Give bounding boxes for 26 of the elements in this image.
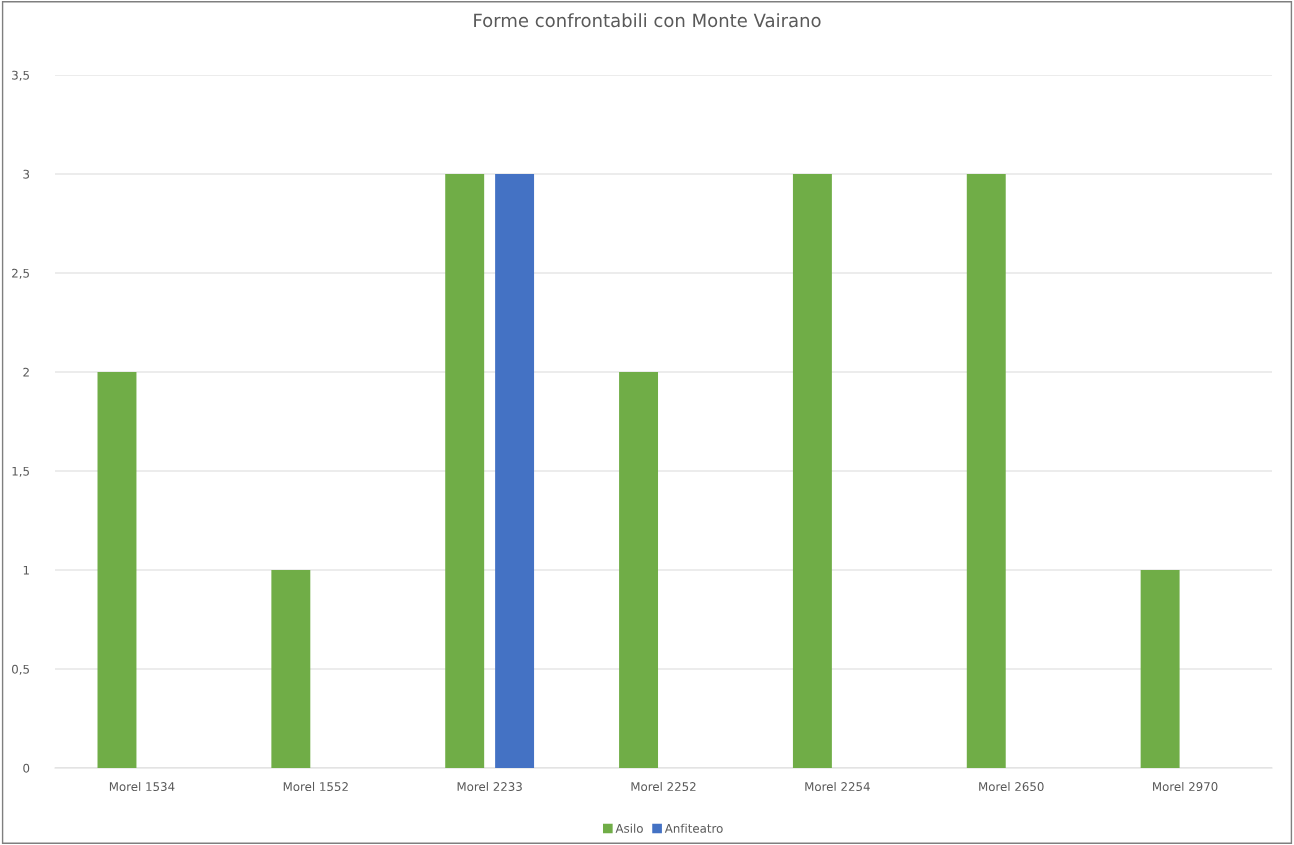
y-tick-label: 3: [23, 169, 30, 179]
y-tick-label: 0: [23, 763, 30, 773]
y-tick-label: 1,5: [12, 466, 29, 477]
x-tick-label: Morel 1552: [283, 781, 348, 792]
x-tick-label: Morel 2254: [805, 781, 870, 792]
x-tick-label: Morel 2970: [1153, 781, 1218, 792]
bar: [792, 174, 832, 768]
bar: [97, 372, 137, 768]
x-tick-label: Morel 1534: [109, 781, 175, 792]
bar: [445, 174, 485, 768]
y-tick-label: 1: [23, 565, 29, 575]
legend-label: Anfiteatro: [664, 823, 723, 833]
bar: [966, 174, 1006, 768]
chart-title: Forme confrontabili con Monte Vairano: [474, 13, 821, 28]
y-tick-label: 3,5: [12, 70, 29, 81]
y-tick-label: 0,5: [12, 664, 29, 675]
x-tick-label: Morel 2252: [631, 781, 696, 792]
x-tick-label: Morel 2650: [979, 781, 1044, 792]
legend-label: Asilo: [615, 823, 643, 833]
y-tick-label: 2: [23, 367, 29, 377]
y-tick-label: 2,5: [12, 268, 29, 279]
bar: [495, 174, 535, 768]
bar: [271, 570, 311, 768]
x-tick-label: Morel 2233: [457, 781, 522, 792]
bar: [619, 372, 659, 768]
bar: [1140, 570, 1180, 768]
